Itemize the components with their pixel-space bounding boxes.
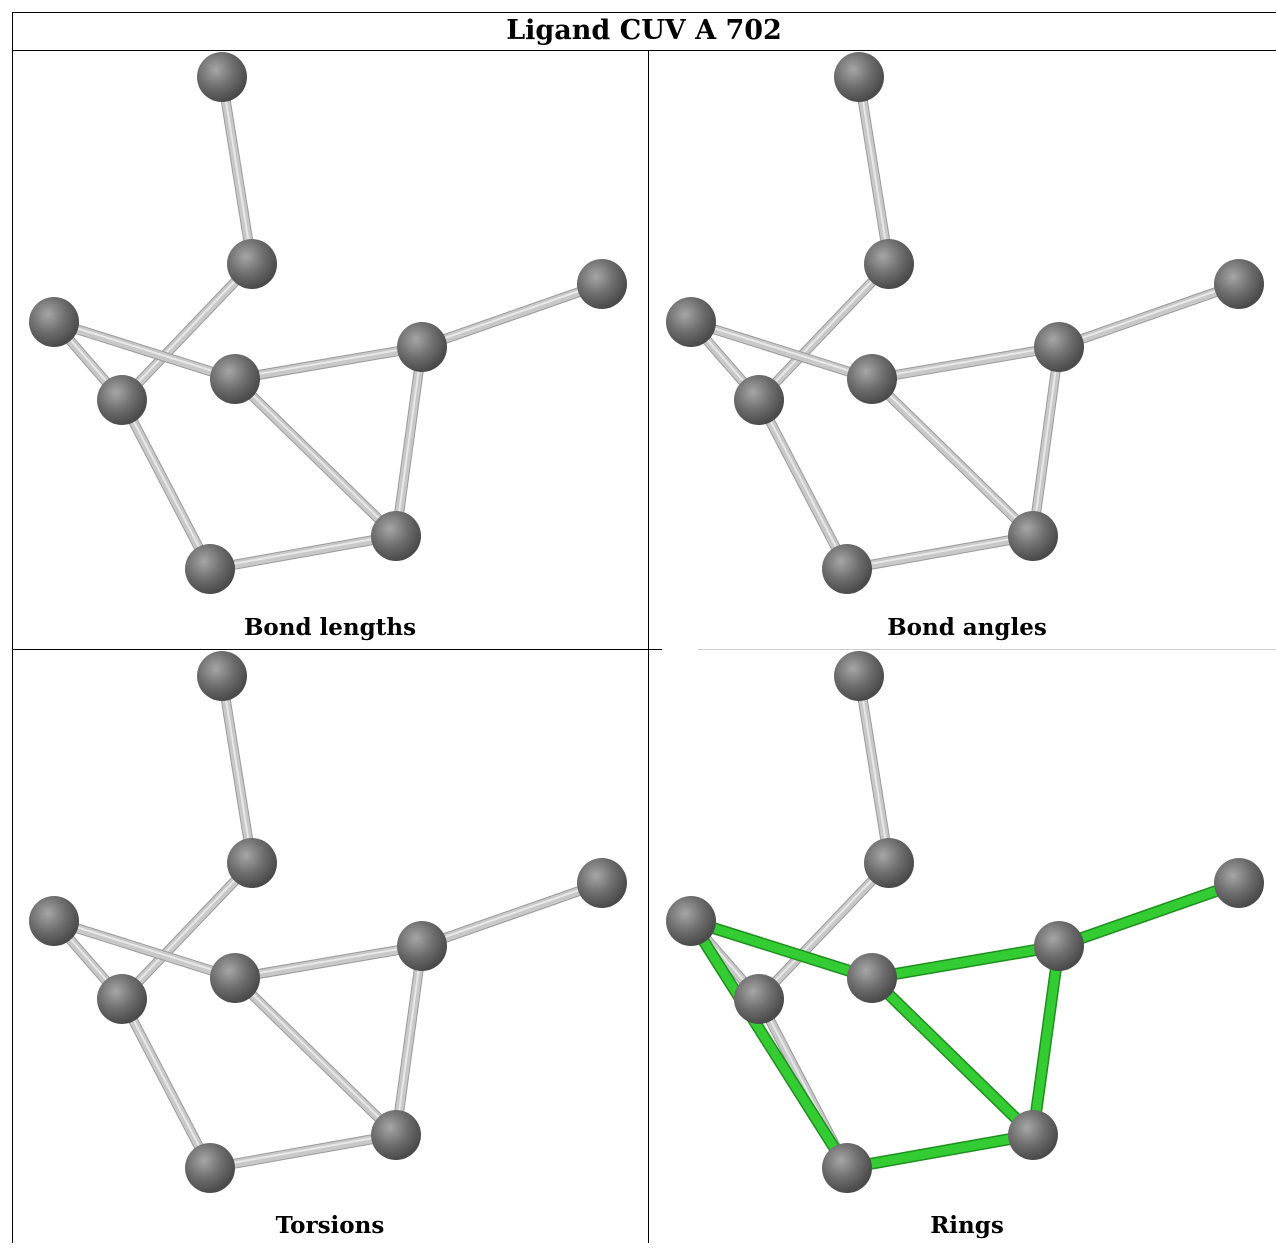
panel-bond-lengths: Bond lengths — [12, 51, 648, 649]
bond — [842, 531, 1038, 574]
panel-caption: Rings — [930, 1212, 1004, 1239]
atom — [864, 838, 914, 888]
atom — [197, 651, 247, 701]
bond — [230, 941, 427, 983]
bond — [205, 531, 401, 574]
molecule-view — [29, 651, 627, 1193]
figure-frame — [12, 12, 1276, 1243]
atom — [1008, 1110, 1058, 1160]
atom — [822, 544, 872, 594]
bond — [867, 374, 1038, 541]
atom — [734, 974, 784, 1024]
bond — [391, 342, 427, 541]
bond — [754, 259, 894, 405]
vertical-divider — [648, 51, 649, 1243]
horizontal-divider-left — [12, 649, 662, 650]
atom — [577, 858, 627, 908]
atom — [97, 375, 147, 425]
figure-title: Ligand CUV A 702 — [12, 12, 1276, 51]
bond — [117, 259, 257, 405]
atom — [185, 1143, 235, 1193]
ring-bond — [1027, 940, 1065, 1141]
atom — [834, 651, 884, 701]
bond — [391, 941, 427, 1140]
atom — [1214, 259, 1264, 309]
ring-bond — [685, 915, 853, 1174]
bond — [1028, 342, 1064, 541]
bond — [417, 279, 607, 352]
panel-caption: Bond angles — [887, 614, 1047, 641]
atom — [734, 375, 784, 425]
ring-bond — [841, 1129, 1039, 1174]
atom — [847, 953, 897, 1003]
bond — [205, 1130, 401, 1173]
bond — [230, 342, 427, 384]
bond — [867, 342, 1064, 384]
bond — [230, 374, 401, 541]
horizontal-divider-right — [698, 649, 1276, 650]
atom — [29, 297, 79, 347]
atom — [227, 838, 277, 888]
atom — [397, 322, 447, 372]
atom — [1034, 921, 1084, 971]
atom — [97, 974, 147, 1024]
molecule-view — [29, 52, 627, 594]
atom — [1214, 858, 1264, 908]
bond — [854, 671, 894, 868]
atom — [29, 896, 79, 946]
panel-torsions: Torsions — [12, 650, 648, 1248]
bond — [854, 72, 894, 269]
ring-bond — [685, 915, 878, 984]
molecule-view — [666, 651, 1264, 1193]
panel-caption: Bond lengths — [243, 614, 417, 641]
bond — [230, 973, 401, 1140]
ring-bond — [866, 972, 1039, 1141]
atom — [577, 259, 627, 309]
bond — [754, 858, 894, 1004]
atom — [822, 1143, 872, 1193]
bond — [417, 878, 607, 951]
atom — [1034, 322, 1084, 372]
atom — [834, 52, 884, 102]
molecule-view — [666, 52, 1264, 594]
atom — [666, 297, 716, 347]
panel-rings: Rings — [649, 650, 1276, 1248]
bond — [49, 317, 240, 384]
panel-caption: Torsions — [275, 1212, 385, 1239]
bond — [754, 395, 852, 574]
bond — [686, 317, 877, 384]
bond — [117, 994, 215, 1173]
atom — [210, 354, 260, 404]
ring-bond — [866, 940, 1065, 984]
bond — [1054, 279, 1244, 352]
atom — [197, 52, 247, 102]
bond — [117, 858, 257, 1004]
atom — [371, 1110, 421, 1160]
atom — [397, 921, 447, 971]
atom — [185, 544, 235, 594]
atom — [371, 511, 421, 561]
atom — [227, 239, 277, 289]
bond — [217, 671, 257, 868]
ring-bond — [1053, 877, 1245, 952]
bond — [117, 395, 215, 574]
atom — [210, 953, 260, 1003]
bond — [49, 916, 240, 983]
panel-bond-angles: Bond angles — [649, 51, 1276, 649]
atom — [847, 354, 897, 404]
bond — [217, 72, 257, 269]
atom — [864, 239, 914, 289]
atom — [1008, 511, 1058, 561]
atom — [666, 896, 716, 946]
